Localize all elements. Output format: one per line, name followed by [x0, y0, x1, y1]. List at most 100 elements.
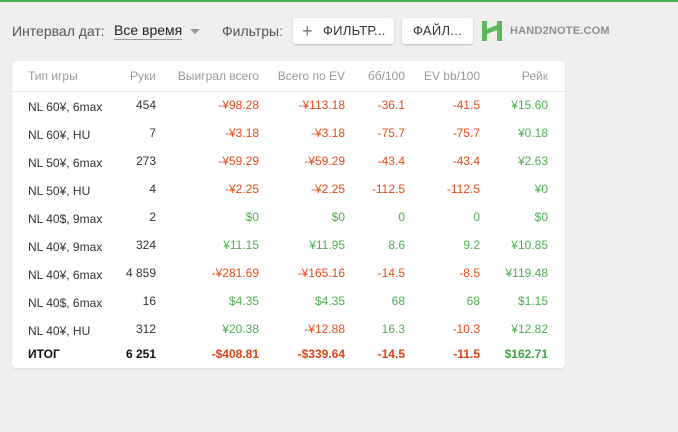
cell-hands: 454: [135, 98, 156, 112]
files-label: ФАЙЛ...: [413, 23, 463, 38]
cell-rake: ¥15.60: [511, 98, 548, 112]
interval-dropdown[interactable]: Все время: [114, 22, 200, 44]
cell-ev: -¥2.25: [310, 182, 345, 196]
cell-evbb100: -8.5: [459, 266, 480, 280]
cell-game-type: NL 40¥, HU: [28, 324, 91, 338]
table-row[interactable]: NL 40¥, HU 312 ¥20.38 -¥12.88 16.3 -10.3…: [12, 315, 565, 343]
header-evbb100[interactable]: EV bb/100: [423, 69, 480, 83]
table-row[interactable]: NL 40$, 9max 2 $0 $0 0 0 $0: [12, 203, 565, 231]
cell-bb100: 16.3: [381, 322, 405, 336]
cell-won: -¥59.29: [218, 154, 259, 168]
cell-bb100: -112.5: [371, 182, 405, 196]
cell-bb100: 8.6: [388, 238, 405, 252]
cell-ev: $0: [331, 210, 345, 224]
table-row[interactable]: NL 40¥, 9max 324 ¥11.15 ¥11.95 8.6 9.2 ¥…: [12, 231, 565, 259]
header-game-type[interactable]: Тип игры: [28, 69, 78, 83]
cell-ev: -¥59.29: [304, 154, 345, 168]
cell-ev: -¥113.18: [298, 98, 345, 112]
table-row[interactable]: NL 40$, 6max 16 $4.35 $4.35 68 68 $1.15: [12, 287, 565, 315]
cell-game-type: NL 60¥, HU: [28, 128, 91, 142]
cell-bb100: 68: [391, 294, 405, 308]
cell-bb100: -43.4: [377, 154, 405, 168]
cell-rake: ¥0: [534, 182, 548, 196]
cell-rake: $0: [534, 210, 548, 224]
cell-evbb100: -75.7: [452, 126, 480, 140]
files-button[interactable]: ФАЙЛ...: [402, 18, 473, 44]
cell-rake: $1.15: [517, 294, 548, 308]
cell-evbb100: -43.4: [452, 154, 480, 168]
header-rake[interactable]: Рейк: [521, 69, 548, 83]
cell-rake: ¥12.82: [511, 322, 548, 336]
caret-down-icon[interactable]: [190, 29, 200, 34]
cell-won: -¥98.28: [218, 98, 259, 112]
top-accent-bar: [0, 0, 678, 2]
cell-game-type: NL 40¥, 6max: [28, 268, 103, 282]
cell-ev: -¥3.18: [310, 126, 345, 140]
table-row[interactable]: NL 60¥, HU 7 -¥3.18 -¥3.18 -75.7 -75.7 ¥…: [12, 119, 565, 147]
cell-won: $4.35: [228, 294, 259, 308]
cell-hands: 324: [135, 238, 156, 252]
cell-won: ¥20.38: [222, 322, 259, 336]
cell-hands: 7: [149, 126, 156, 140]
cell-evbb100: 68: [466, 294, 480, 308]
cell-hands: 2: [149, 210, 156, 224]
cell-won: -¥2.25: [224, 182, 259, 196]
cell-rake: ¥10.85: [511, 238, 548, 252]
cell-won: $0: [245, 210, 259, 224]
cell-evbb100: 0: [473, 210, 480, 224]
toolbar: Интервал дат: Все время Фильтры: + ФИЛЬТ…: [0, 14, 678, 48]
cell-evbb100: 9.2: [463, 238, 480, 252]
cell-game-type: NL 60¥, 6max: [28, 100, 103, 114]
table-header: Тип игры Руки Выиграл всего Всего по EV …: [12, 61, 565, 92]
cell-game-type: NL 40$, 9max: [28, 212, 103, 226]
cell-won: -¥281.69: [211, 266, 259, 280]
cell-hands: 4 859: [125, 266, 156, 280]
filters-label: Фильтры:: [222, 23, 283, 39]
cell-ev: $4.35: [314, 294, 345, 308]
cell-rake: ¥0.18: [517, 126, 548, 140]
header-hands[interactable]: Руки: [130, 69, 156, 83]
plus-icon: +: [302, 21, 313, 41]
table-row[interactable]: NL 40¥, 6max 4 859 -¥281.69 -¥165.16 -14…: [12, 259, 565, 287]
cell-won: -¥3.18: [224, 126, 259, 140]
total-bb100: -14.5: [377, 347, 405, 361]
interval-value[interactable]: Все время: [114, 22, 183, 40]
hand2note-logo-icon: [482, 21, 502, 41]
add-filter-button[interactable]: + ФИЛЬТР...: [293, 18, 394, 44]
total-label: ИТОГ: [28, 347, 60, 361]
cell-ev: -¥12.88: [304, 322, 345, 336]
total-row: ИТОГ 6 251 -$408.81 -$339.64 -14.5 -11.5…: [12, 347, 565, 375]
cell-rake: ¥2.63: [517, 154, 548, 168]
cell-ev: -¥165.16: [297, 266, 345, 280]
cell-game-type: NL 40¥, 9max: [28, 240, 103, 254]
total-ev: -$339.64: [297, 347, 345, 361]
total-won: -$408.81: [211, 347, 259, 361]
cell-hands: 4: [149, 182, 156, 196]
header-won[interactable]: Выиграл всего: [177, 69, 259, 83]
add-filter-label: ФИЛЬТР...: [323, 23, 386, 38]
cell-hands: 312: [135, 322, 156, 336]
cell-game-type: NL 50¥, 6max: [28, 156, 103, 170]
cell-game-type: NL 40$, 6max: [28, 296, 103, 310]
total-evbb100: -11.5: [453, 347, 480, 361]
cell-bb100: 0: [398, 210, 405, 224]
cell-evbb100: -112.5: [446, 182, 480, 196]
total-hands: 6 251: [125, 347, 156, 361]
cell-rake: ¥119.48: [505, 266, 549, 280]
cell-won: ¥11.15: [223, 238, 259, 252]
interval-label: Интервал дат:: [12, 23, 105, 39]
cell-hands: 16: [142, 294, 156, 308]
cell-hands: 273: [135, 154, 156, 168]
table-row[interactable]: NL 50¥, 6max 273 -¥59.29 -¥59.29 -43.4 -…: [12, 147, 565, 175]
table-row[interactable]: NL 60¥, 6max 454 -¥98.28 -¥113.18 -36.1 …: [12, 91, 565, 119]
logo-text: HAND2NOTE.COM: [510, 25, 610, 37]
total-rake: $162.71: [504, 347, 548, 361]
header-ev[interactable]: Всего по EV: [277, 69, 345, 83]
cell-game-type: NL 50¥, HU: [28, 184, 91, 198]
stats-table: Тип игры Руки Выиграл всего Всего по EV …: [12, 61, 565, 368]
table-row[interactable]: NL 50¥, HU 4 -¥2.25 -¥2.25 -112.5 -112.5…: [12, 175, 565, 203]
header-bb100[interactable]: бб/100: [367, 69, 405, 83]
cell-evbb100: -41.5: [452, 98, 480, 112]
cell-bb100: -36.1: [377, 98, 405, 112]
cell-evbb100: -10.3: [452, 322, 480, 336]
